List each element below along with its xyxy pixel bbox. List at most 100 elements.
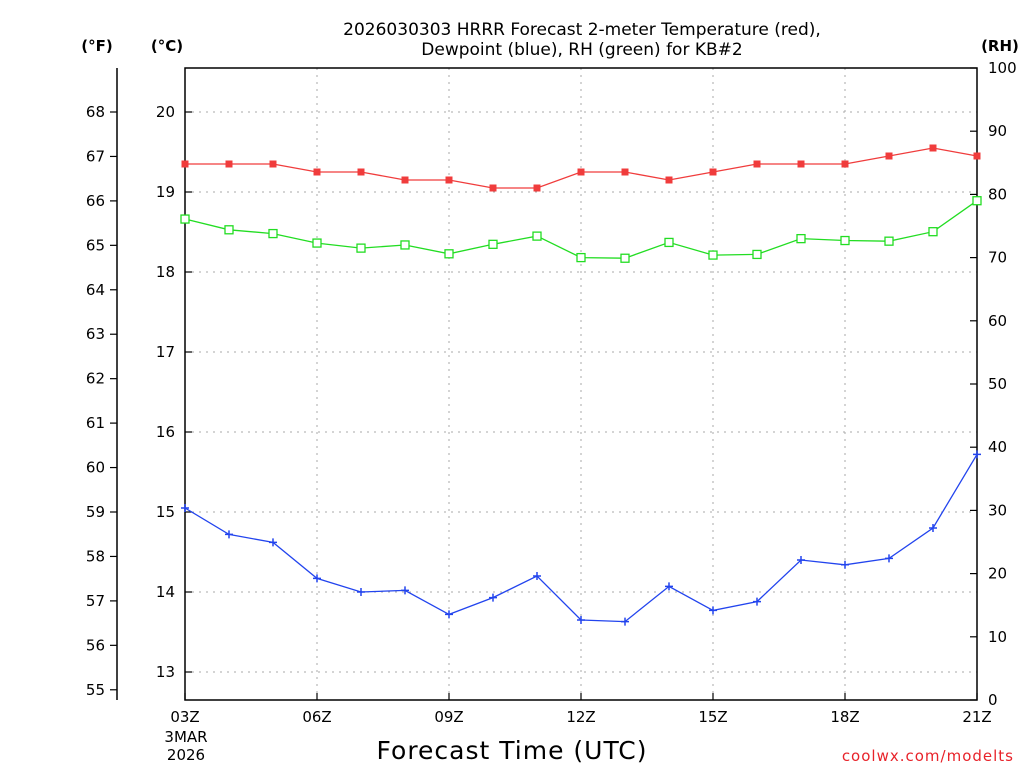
celsius-tick-label: 20	[156, 103, 175, 121]
grid-lines	[184, 68, 978, 700]
fahrenheit-tick-label: 55	[86, 681, 105, 699]
2-meter-temperature-point	[841, 160, 849, 168]
2-meter-temperature-point	[797, 160, 805, 168]
rh-point	[532, 231, 542, 241]
x-tick-label: 18Z	[830, 708, 859, 726]
2-meter-temperature-point	[489, 184, 497, 192]
rh-tick-label: 70	[988, 249, 1007, 267]
dewpoint-point	[709, 606, 717, 615]
rh-tick-label: 80	[988, 185, 1007, 203]
dewpoint-point	[797, 556, 805, 564]
rh-point	[884, 236, 894, 246]
series	[180, 144, 982, 626]
rh-point	[180, 214, 190, 224]
rh-tick-label: 40	[988, 438, 1007, 456]
dewpoint-point	[577, 616, 585, 624]
fahrenheit-tick-label: 67	[86, 147, 105, 165]
2-meter-temperature-point	[709, 168, 717, 176]
rh-tick-label: 100	[988, 59, 1017, 77]
2-meter-temperature-point	[753, 160, 761, 168]
2-meter-temperature-point	[269, 160, 277, 168]
dewpoint-point	[929, 524, 937, 532]
fahrenheit-tick-label: 64	[86, 281, 105, 299]
rh-tick-label: 30	[988, 501, 1007, 519]
rh-tick-label: 90	[988, 122, 1007, 140]
dewpoint-point	[533, 572, 541, 580]
dewpoint-point	[401, 586, 409, 595]
rh-tick-label: 20	[988, 565, 1007, 583]
celsius-tick-label: 17	[156, 343, 175, 361]
celsius-tick-label: 14	[156, 583, 175, 601]
2-meter-temperature-point	[357, 168, 365, 176]
rh-point	[488, 239, 498, 249]
rh-tick-label: 10	[988, 628, 1007, 646]
fahrenheit-tick-label: 61	[86, 414, 105, 432]
chart-title-line-1: 2026030303 HRRR Forecast 2-meter Tempera…	[343, 20, 821, 40]
rh-point	[972, 196, 982, 206]
2-meter-temperature-point	[401, 176, 409, 184]
rh-point	[840, 235, 850, 246]
fahrenheit-tick-label: 63	[86, 325, 105, 343]
2-meter-temperature-point	[445, 176, 453, 184]
start-date-month: 3MAR	[164, 728, 207, 746]
2-meter-temperature-point	[577, 168, 585, 176]
2-meter-temperature-point	[929, 144, 937, 152]
fahrenheit-tick-label: 57	[86, 592, 105, 610]
fahrenheit-tick-label: 60	[86, 459, 105, 477]
axes: 13 14 15 16 17 18 19 20 03Z 06Z 09Z 12Z 15Z 18Z 21Z 55 5…	[86, 59, 1017, 726]
celsius-tick-label: 13	[156, 663, 175, 681]
start-date-year: 2026	[167, 746, 205, 764]
fahrenheit-tick-label: 66	[86, 192, 105, 210]
rh-point	[752, 249, 762, 260]
2-meter-temperature-point	[181, 160, 189, 168]
dewpoint-point	[621, 617, 629, 626]
celsius-tick-label: 19	[156, 183, 175, 201]
rh-point	[620, 253, 630, 263]
credit-link[interactable]: coolwx.com/modelts	[842, 747, 1014, 765]
x-tick-label: 12Z	[566, 708, 595, 726]
2-meter-temperature-point	[313, 168, 321, 176]
x-tick-label: 03Z	[170, 708, 199, 726]
chart-title-line-2: Dewpoint (blue), RH (green) for KB#2	[421, 40, 742, 60]
2-meter-temperature-point	[665, 176, 673, 184]
fahrenheit-tick-label: 68	[86, 103, 105, 121]
rh-point	[796, 233, 806, 244]
rh-point	[664, 237, 674, 248]
dewpoint-point	[181, 504, 189, 512]
2-meter-temperature-point	[885, 152, 893, 160]
rh-point	[224, 225, 234, 235]
rh-point	[312, 238, 322, 248]
rh-point	[356, 243, 366, 253]
dewpoint-point	[357, 588, 365, 596]
x-tick-label: 15Z	[698, 708, 727, 726]
rh-tick-label: 60	[988, 312, 1007, 330]
fahrenheit-unit-label: (°F)	[81, 37, 112, 55]
fahrenheit-tick-label: 56	[86, 636, 105, 654]
dewpoint-point	[313, 574, 321, 583]
celsius-unit-label: (°C)	[151, 37, 183, 55]
x-tick-label: 21Z	[962, 708, 991, 726]
rh-point	[400, 240, 410, 250]
x-axis-label: Forecast Time (UTC)	[377, 736, 648, 765]
rh-point	[576, 252, 586, 263]
celsius-tick-label: 16	[156, 423, 175, 441]
dewpoint-point	[841, 560, 849, 569]
x-tick-label: 09Z	[434, 708, 463, 726]
2-meter-temperature-point	[973, 152, 981, 160]
rh-point	[444, 249, 454, 259]
2-meter-temperature-point	[225, 160, 233, 168]
x-tick-label: 06Z	[302, 708, 331, 726]
dewpoint-point	[665, 582, 673, 591]
fahrenheit-tick-label: 65	[86, 236, 105, 254]
dewpoint-point	[489, 593, 497, 602]
rh-unit-label: (RH)	[981, 37, 1019, 55]
celsius-tick-label: 18	[156, 263, 175, 281]
dewpoint-point	[225, 530, 233, 539]
rh-point	[928, 227, 938, 237]
rh-point	[268, 228, 278, 239]
rh-tick-label: 0	[988, 691, 998, 709]
celsius-tick-label: 15	[156, 503, 175, 521]
dewpoint-point	[753, 597, 761, 606]
dewpoint-point	[885, 554, 893, 563]
2-meter-temperature-point	[621, 168, 629, 176]
